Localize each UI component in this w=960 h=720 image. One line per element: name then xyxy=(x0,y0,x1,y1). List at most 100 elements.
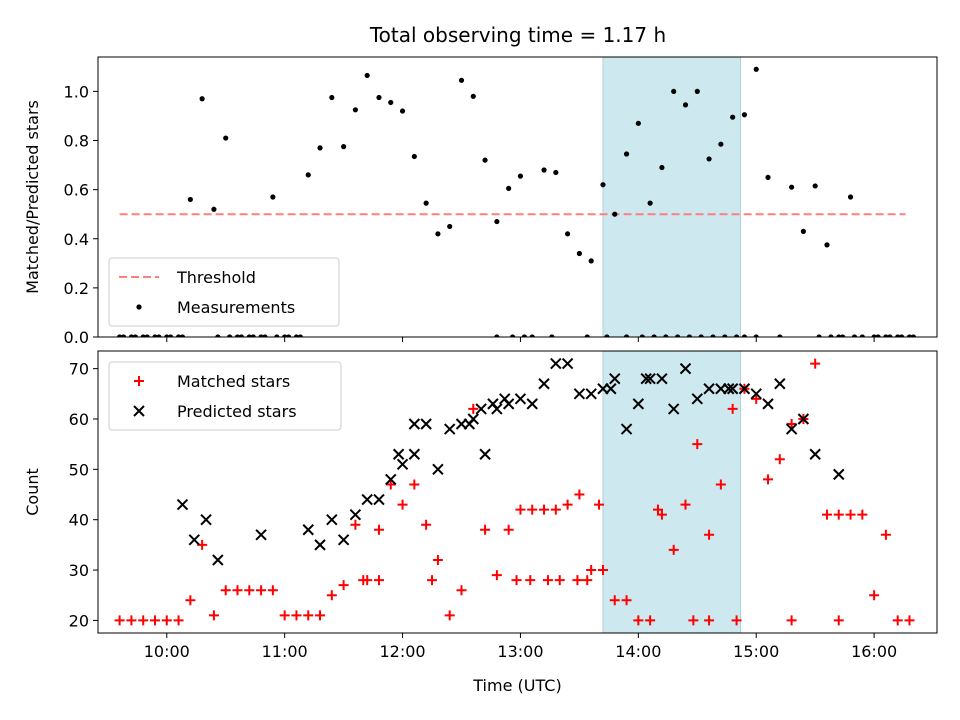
measurement-point xyxy=(623,334,630,337)
measurement-point xyxy=(223,135,229,141)
legend-predicted-marker xyxy=(133,405,145,417)
matched-point xyxy=(427,575,438,586)
measurement-point xyxy=(388,99,394,106)
measurement-point xyxy=(906,334,913,337)
predicted-point xyxy=(420,418,432,430)
measurement-point xyxy=(741,112,748,118)
matched-point xyxy=(727,403,738,414)
measurement-point xyxy=(800,228,806,234)
highlight-span xyxy=(602,350,742,634)
matched-point xyxy=(409,479,420,490)
measurement-point xyxy=(179,334,186,337)
matched-point xyxy=(114,615,125,626)
top-panel: 0.0 0.2 0.4 0.6 0.8 1.0 Matched/Predicted star… xyxy=(23,56,938,347)
measurement-point xyxy=(258,334,264,337)
bottom-panel: 20 30 40 50 60 70 10:00 11:00 12:00 13:00 14:00 15:… xyxy=(23,350,938,695)
measurement-point xyxy=(128,334,135,337)
measurement-point xyxy=(470,93,476,99)
legend: Threshold Measurements xyxy=(108,257,340,327)
axes-frame xyxy=(97,350,938,634)
matched-point xyxy=(594,499,605,510)
matched-point xyxy=(731,615,742,626)
matched-point xyxy=(244,585,255,596)
predicted-point xyxy=(723,383,735,395)
matched-point xyxy=(833,615,844,626)
x-tick-label: 16:00 xyxy=(851,642,897,661)
matched-point xyxy=(149,615,160,626)
measurement-point xyxy=(156,334,162,337)
plot-area xyxy=(117,66,917,337)
predicted-point xyxy=(726,383,739,395)
measurement-point xyxy=(227,334,233,337)
y-tick-label: 70 xyxy=(69,360,89,379)
predicted-point xyxy=(620,423,633,435)
measurement-point xyxy=(250,334,256,337)
y-tick-label: 40 xyxy=(69,511,89,530)
measurement-point xyxy=(671,88,677,94)
measurement-point xyxy=(341,144,347,150)
measurement-point xyxy=(722,334,728,337)
predicted-point xyxy=(212,554,224,566)
measurement-point xyxy=(238,334,245,337)
predicted-point xyxy=(200,513,212,526)
matched-point xyxy=(480,524,491,535)
highlight-span xyxy=(602,56,742,338)
measurement-point xyxy=(494,218,500,225)
measurement-point xyxy=(741,334,748,337)
measurement-point xyxy=(694,88,700,94)
measurement-point xyxy=(584,334,590,337)
matched-point xyxy=(810,358,821,369)
predicted-point xyxy=(487,398,499,410)
matched-point xyxy=(326,590,337,601)
measurement-point xyxy=(871,334,877,337)
measurement-point xyxy=(211,206,217,212)
measurement-point xyxy=(132,334,138,337)
x-axis-label: Time (UTC) xyxy=(472,676,561,695)
predicted-point xyxy=(785,423,798,435)
measurement-point xyxy=(663,334,669,337)
measurement-point xyxy=(168,334,174,337)
measurement-point xyxy=(215,334,221,337)
measurement-point xyxy=(152,334,158,337)
measurement-point xyxy=(529,334,535,337)
matched-point xyxy=(574,489,585,500)
matched-point xyxy=(833,509,844,520)
measurement-point xyxy=(824,242,830,248)
measurement-point xyxy=(399,108,406,114)
matched-point xyxy=(704,615,715,626)
measurement-point xyxy=(517,173,524,179)
y-tick-label: 0.8 xyxy=(64,132,89,151)
predicted-point xyxy=(176,498,189,511)
measurement-point xyxy=(447,223,453,230)
x-tick-label: 15:00 xyxy=(733,642,779,661)
matched-point xyxy=(645,615,656,626)
predicted-point xyxy=(667,403,680,415)
measurement-point xyxy=(718,141,724,147)
predicted-point xyxy=(538,378,550,390)
measurement-point xyxy=(175,334,182,337)
predicted-point xyxy=(432,463,444,476)
predicted-point xyxy=(573,388,586,400)
measurement-point xyxy=(565,231,571,237)
predicted-point xyxy=(561,357,574,370)
y-axis-label: Count xyxy=(23,468,42,516)
matched-point xyxy=(550,504,561,515)
measurement-point xyxy=(274,334,280,337)
predicted-point xyxy=(499,393,511,405)
predicted-point xyxy=(679,362,692,375)
predicted-point xyxy=(605,383,617,395)
matched-point xyxy=(373,524,384,535)
series-measurements xyxy=(117,66,917,337)
measurement-point xyxy=(816,334,822,337)
matched-point xyxy=(503,524,514,535)
predicted-point xyxy=(188,534,200,546)
y-tick-label: 30 xyxy=(69,561,89,580)
measurement-point xyxy=(435,231,441,237)
matched-point xyxy=(652,504,663,515)
matched-point xyxy=(680,499,691,510)
measurement-point xyxy=(788,184,795,190)
matched-point xyxy=(880,529,891,540)
matched-point xyxy=(444,610,455,621)
measurement-point xyxy=(600,182,606,188)
